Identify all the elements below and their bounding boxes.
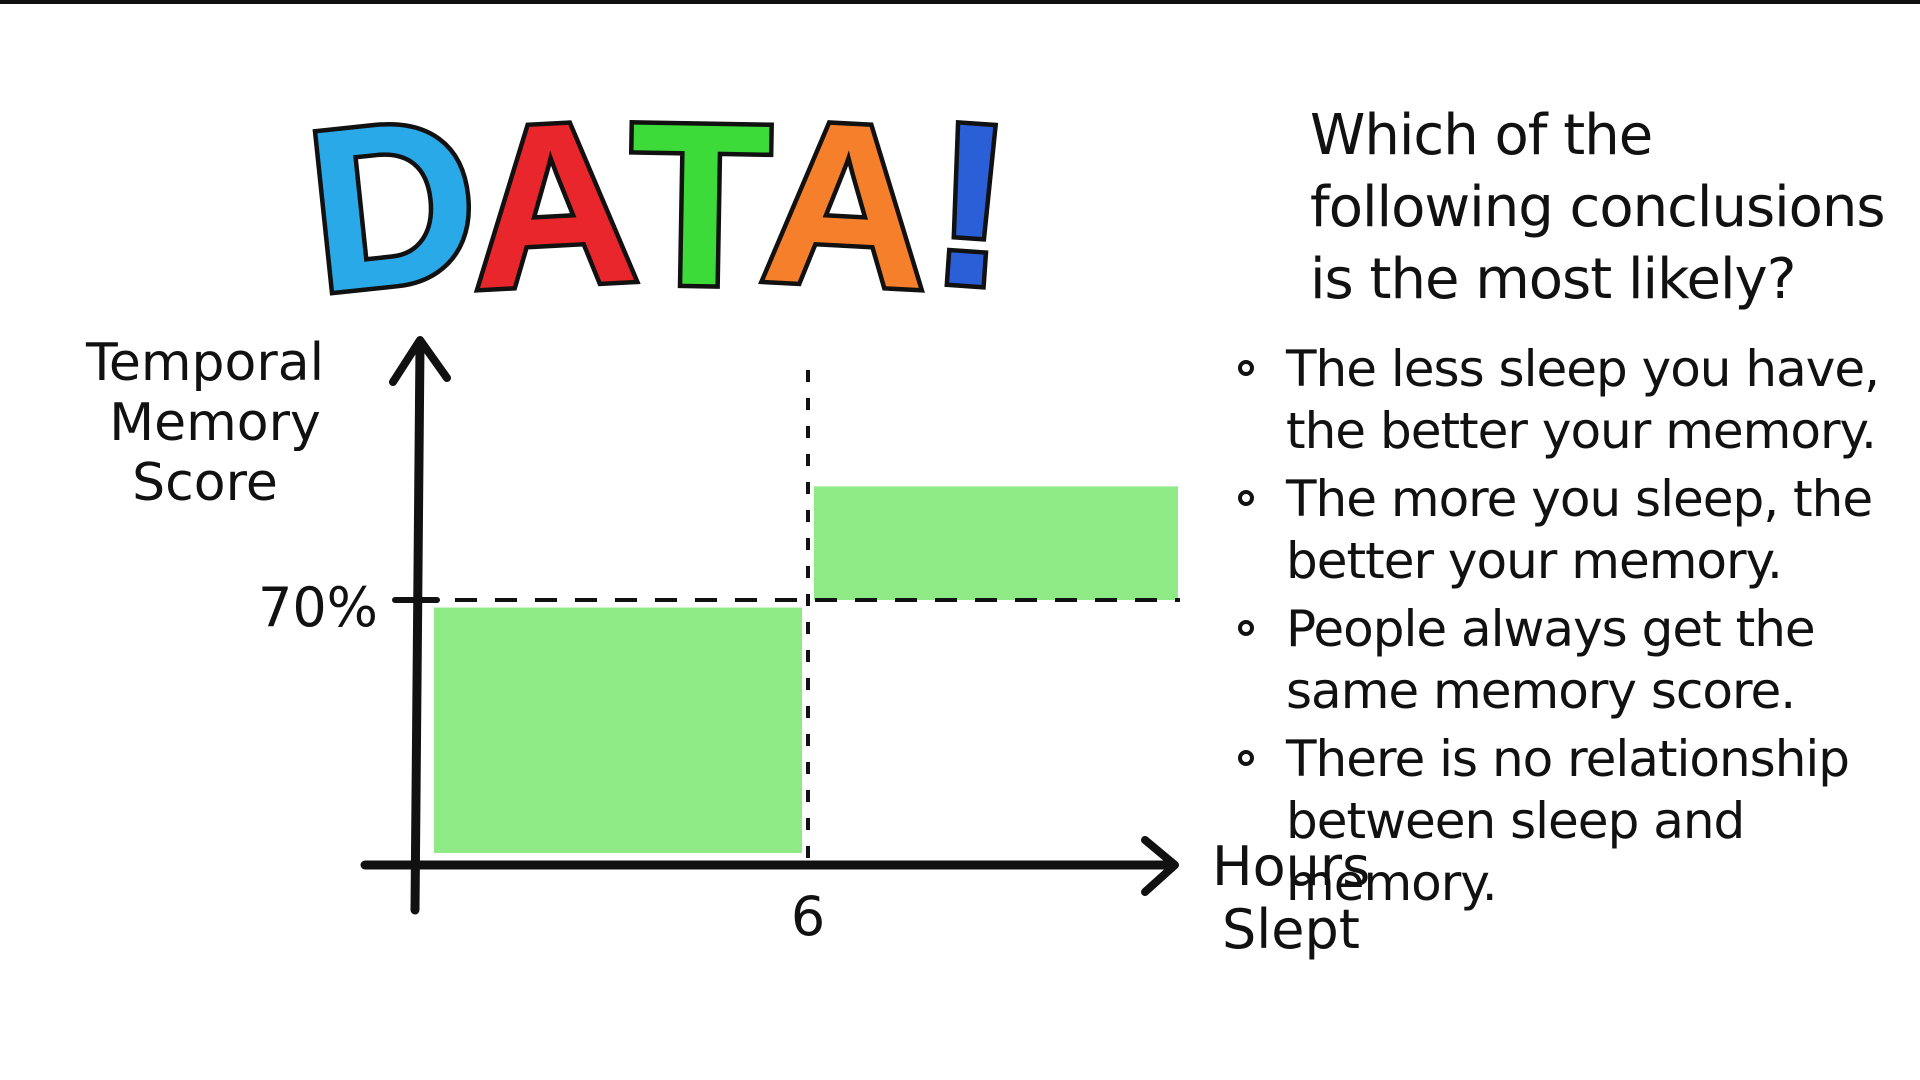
option-text: People always get the same memory score. <box>1286 600 1816 720</box>
option-item[interactable]: There is no relationship between sleep a… <box>1238 728 1910 914</box>
data-region-bar <box>434 607 802 853</box>
y-axis-label: Temporal Memory Score <box>85 333 324 513</box>
data-region-bar <box>814 486 1178 600</box>
option-item[interactable]: The less sleep you have, the better your… <box>1238 338 1910 462</box>
x-tick-label: 6 <box>791 885 825 948</box>
option-item[interactable]: People always get the same memory score. <box>1238 598 1910 722</box>
bullet-icon <box>1238 620 1254 636</box>
bullet-icon <box>1238 490 1254 506</box>
option-text: The more you sleep, the better your memo… <box>1286 470 1873 590</box>
question-text: Which of the following conclusions is th… <box>1310 103 1886 312</box>
top-border <box>0 0 1920 4</box>
x-axis-arrowhead <box>1141 836 1179 896</box>
y-axis <box>410 340 425 915</box>
bullet-icon <box>1238 360 1254 376</box>
y-axis-arrowhead <box>389 336 451 386</box>
x-axis-label: Hours Slept <box>1212 835 1370 961</box>
option-item[interactable]: The more you sleep, the better your memo… <box>1238 468 1910 592</box>
option-text: There is no relationship between sleep a… <box>1286 730 1850 912</box>
y-tick-label: 70% <box>258 576 378 639</box>
option-text: The less sleep you have, the better your… <box>1286 340 1880 460</box>
answer-options: The less sleep you have, the better your… <box>1238 338 1910 920</box>
bullet-icon <box>1238 750 1254 766</box>
